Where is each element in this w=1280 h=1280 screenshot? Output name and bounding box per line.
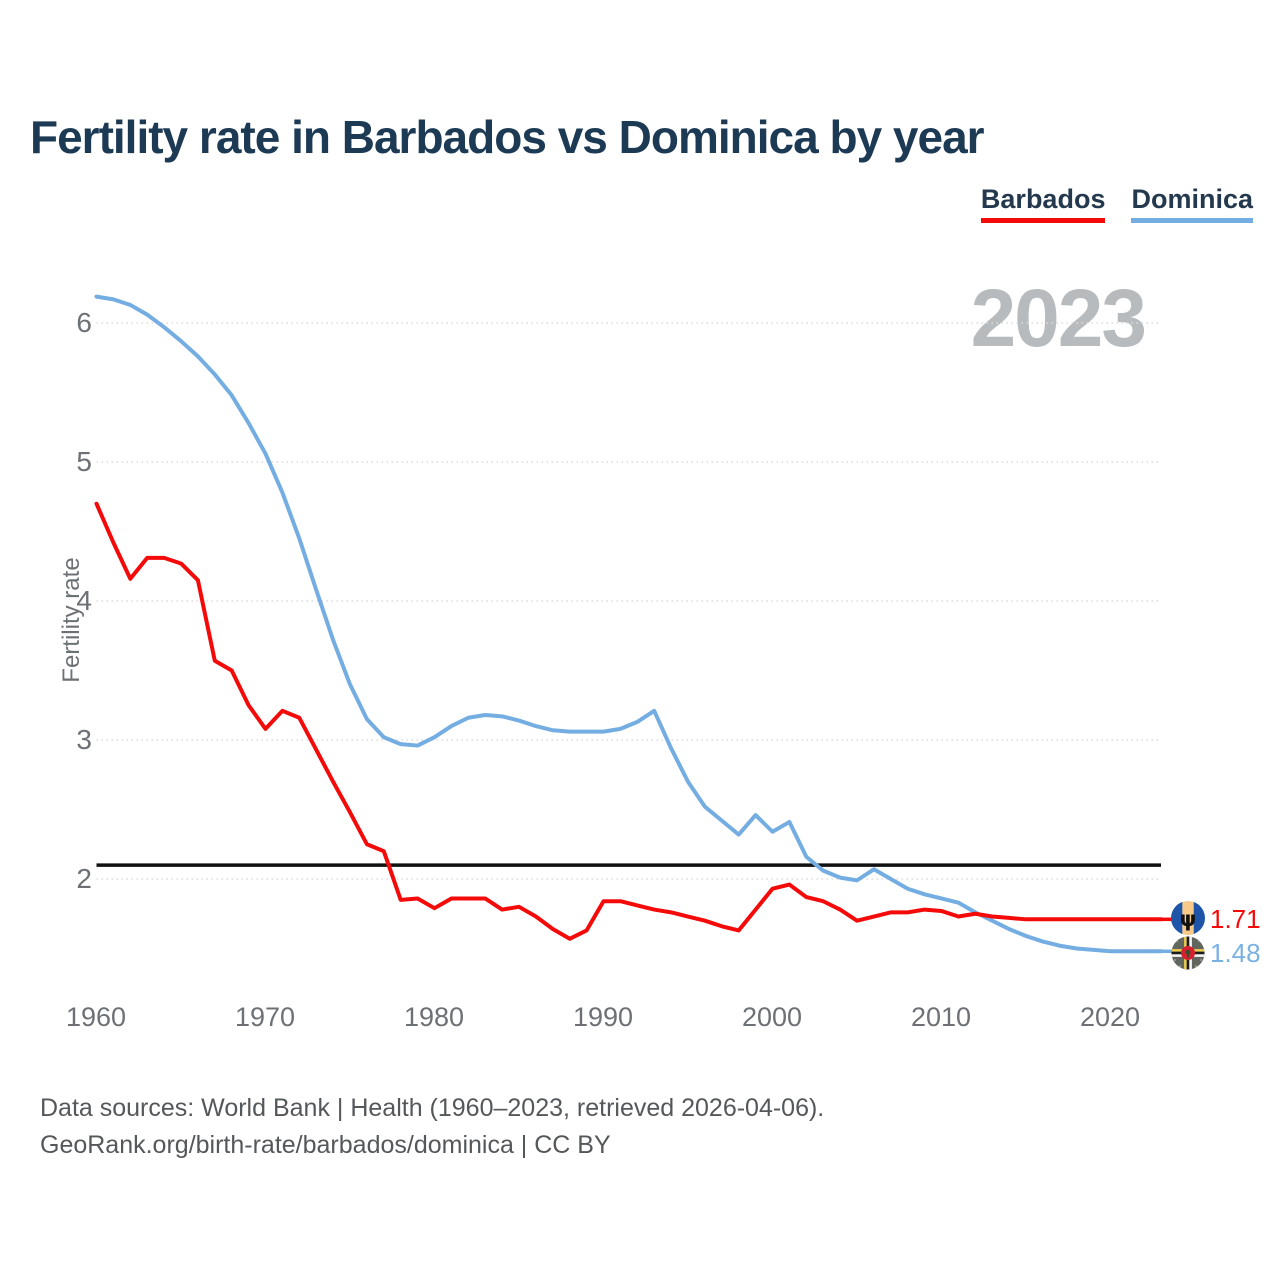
x-tick-1990: 1990 <box>572 1002 634 1032</box>
barbados-line <box>94 501 1164 941</box>
y-tick-4: 4 <box>76 585 92 616</box>
footer-attribution: GeoRank.org/birth-rate/barbados/dominica… <box>40 1131 611 1159</box>
y-tick-2: 2 <box>76 863 92 894</box>
y-tick-5: 5 <box>76 446 92 477</box>
dominica-end-value: 1.48 <box>1210 938 1261 968</box>
svg-text:ψ: ψ <box>1180 907 1197 931</box>
gridlines <box>96 322 1161 880</box>
dominica-flag-icon <box>1171 936 1205 970</box>
x-tick-1980: 1980 <box>403 1002 465 1032</box>
footer: Data sources: World Bank | Health (1960–… <box>40 1090 824 1164</box>
x-tick-1970: 1970 <box>234 1002 296 1032</box>
x-tick-2020: 2020 <box>1079 1002 1141 1032</box>
x-tick-2010: 2010 <box>910 1002 972 1032</box>
x-tick-1960: 1960 <box>65 1002 127 1032</box>
legend: Barbados Dominica <box>980 184 1253 223</box>
page-title: Fertility rate in Barbados vs Dominica b… <box>30 111 985 163</box>
y-tick-6: 6 <box>76 307 92 338</box>
dominica-line <box>94 294 1164 954</box>
y-tick-3: 3 <box>76 724 92 755</box>
x-tick-2000: 2000 <box>741 1002 803 1032</box>
footer-sources: Data sources: World Bank | Health (1960–… <box>40 1094 825 1122</box>
legend-item-dominica[interactable]: Dominica <box>1131 184 1253 223</box>
legend-item-barbados[interactable]: Barbados <box>980 184 1106 223</box>
barbados-flag-icon: ψ <box>1171 901 1205 935</box>
barbados-end-value: 1.71 <box>1210 904 1261 934</box>
watermark-year: 2023 <box>970 273 1147 364</box>
